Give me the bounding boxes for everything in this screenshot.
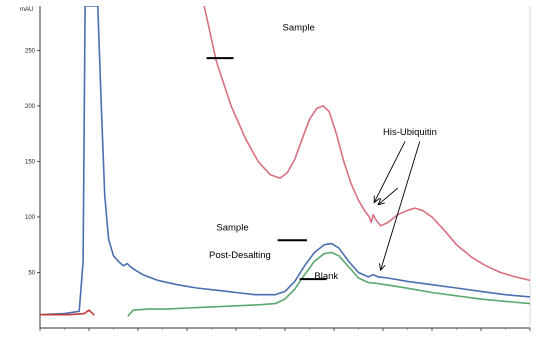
annotation-label: Sample — [216, 222, 248, 233]
annotation-arrow-shaft — [380, 141, 421, 271]
annotation-label: Blank — [314, 271, 338, 282]
y-tick-label: 250 — [25, 48, 36, 54]
annotation-arrow-head — [379, 263, 386, 272]
series-line-3 — [40, 309, 95, 316]
series-layer — [40, 6, 530, 317]
annotation-label: Sample — [283, 22, 315, 33]
series-line-0 — [203, 6, 530, 282]
axes: mAU 50 100 150 200 250 — [20, 6, 531, 331]
y-tick-label: 200 — [25, 104, 36, 110]
annotation-label: His-Ubiquitin — [383, 127, 437, 138]
y-tick-label: 150 — [25, 159, 36, 165]
y-tick-label: 100 — [25, 215, 36, 221]
series-line-2 — [127, 251, 530, 317]
annotation-arrow-head — [377, 198, 385, 206]
series-line-1 — [40, 6, 530, 316]
y-unit-label: mAU — [20, 7, 33, 13]
annotation-arrow-head — [373, 195, 381, 204]
annotation-layer: Sample His-Ubiquitin Sample Post-Desalting B… — [206, 22, 437, 282]
y-tick-label: 50 — [28, 270, 35, 276]
annotation-label: Post-Desalting — [209, 250, 271, 261]
annotation-arrow-shaft — [377, 187, 398, 206]
annotation-arrow-shaft — [373, 141, 406, 203]
